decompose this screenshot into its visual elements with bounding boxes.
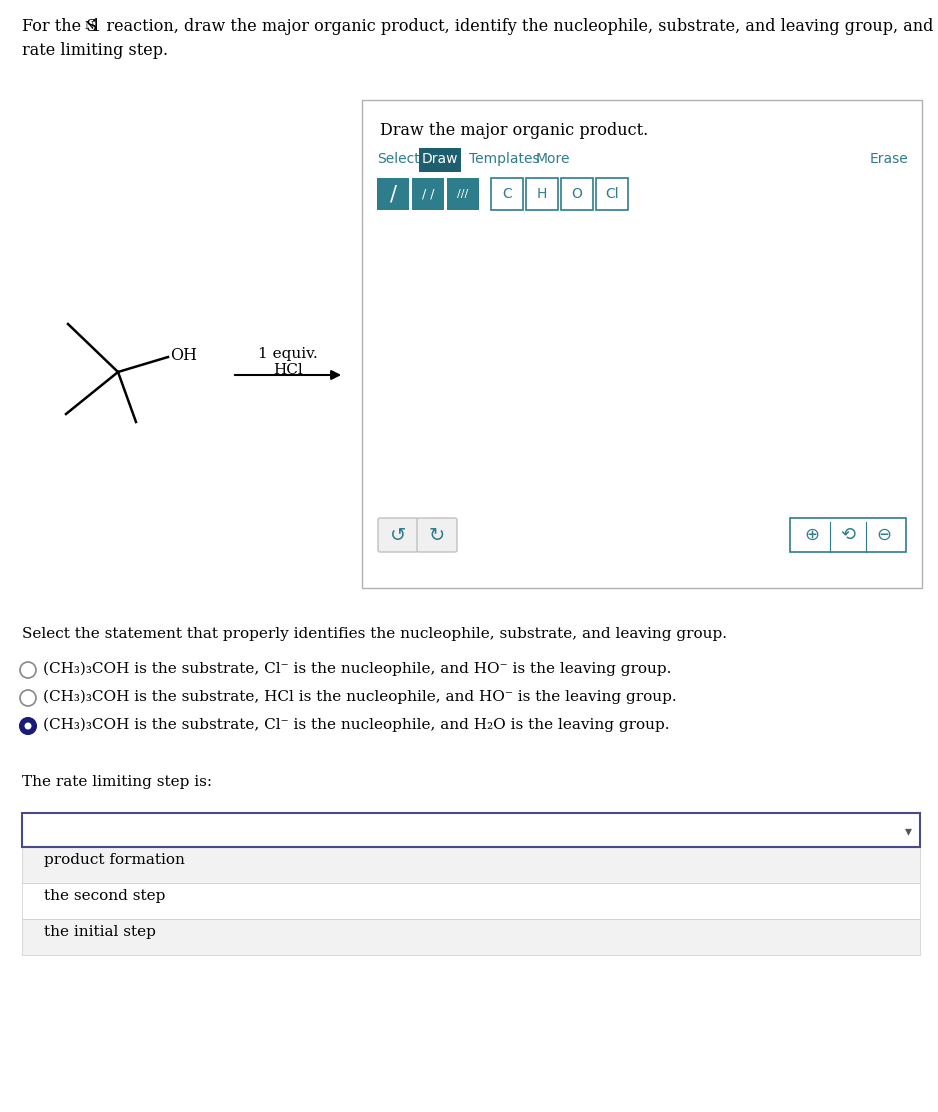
Text: 1 equiv.: 1 equiv. — [258, 347, 318, 361]
Text: product formation: product formation — [44, 853, 185, 867]
Circle shape — [24, 723, 32, 729]
Text: ↺: ↺ — [390, 526, 406, 545]
Text: ⟲: ⟲ — [840, 526, 855, 544]
Text: H: H — [537, 187, 547, 201]
Bar — [526, 178, 558, 210]
Text: The rate limiting step is:: The rate limiting step is: — [22, 775, 212, 790]
Text: (CH₃)₃COH is the substrate, Cl⁻ is the nucleophile, and HO⁻ is the leaving group: (CH₃)₃COH is the substrate, Cl⁻ is the n… — [43, 662, 672, 676]
Text: For the S: For the S — [22, 18, 98, 34]
Circle shape — [20, 718, 36, 734]
Text: C: C — [502, 187, 512, 201]
Text: N: N — [84, 21, 94, 31]
Text: ⊕: ⊕ — [805, 526, 820, 544]
Text: rate limiting step.: rate limiting step. — [22, 42, 168, 59]
Text: Select: Select — [377, 152, 419, 166]
Text: ///: /// — [458, 189, 469, 199]
Text: / /: / / — [422, 188, 434, 200]
Bar — [377, 178, 409, 210]
Text: ⊖: ⊖ — [876, 526, 891, 544]
Text: ↻: ↻ — [429, 526, 446, 545]
Text: Select the statement that properly identifies the nucleophile, substrate, and le: Select the statement that properly ident… — [22, 627, 727, 641]
Text: Draw: Draw — [422, 152, 459, 166]
Bar — [419, 148, 461, 172]
Bar — [491, 178, 523, 210]
Text: HCl: HCl — [273, 363, 303, 377]
Bar — [447, 178, 479, 210]
Text: (CH₃)₃COH is the substrate, Cl⁻ is the nucleophile, and H₂O is the leaving group: (CH₃)₃COH is the substrate, Cl⁻ is the n… — [43, 718, 670, 733]
Text: 1 reaction, draw the major organic product, identify the nucleophile, substrate,: 1 reaction, draw the major organic produ… — [91, 18, 938, 34]
Bar — [22, 813, 920, 847]
Circle shape — [20, 691, 36, 706]
Bar — [22, 883, 920, 919]
Text: the initial step: the initial step — [44, 925, 156, 939]
Text: More: More — [536, 152, 570, 166]
Bar — [596, 178, 628, 210]
Bar — [412, 178, 444, 210]
Bar — [22, 847, 920, 883]
Circle shape — [20, 662, 36, 678]
FancyBboxPatch shape — [417, 518, 457, 552]
Text: the second step: the second step — [44, 888, 165, 903]
Text: ▾: ▾ — [904, 824, 912, 838]
Text: Cl: Cl — [605, 187, 619, 201]
Text: Templates: Templates — [469, 152, 539, 166]
Text: (CH₃)₃COH is the substrate, HCl is the nucleophile, and HO⁻ is the leaving group: (CH₃)₃COH is the substrate, HCl is the n… — [43, 691, 676, 704]
Text: Draw the major organic product.: Draw the major organic product. — [380, 122, 648, 139]
Bar — [362, 100, 922, 588]
Bar — [561, 178, 593, 210]
FancyBboxPatch shape — [378, 518, 418, 552]
Bar — [22, 919, 920, 955]
Text: O: O — [571, 187, 582, 201]
Text: OH: OH — [170, 347, 197, 365]
Text: /: / — [389, 183, 397, 203]
Bar — [790, 518, 906, 552]
Text: Erase: Erase — [870, 152, 908, 166]
